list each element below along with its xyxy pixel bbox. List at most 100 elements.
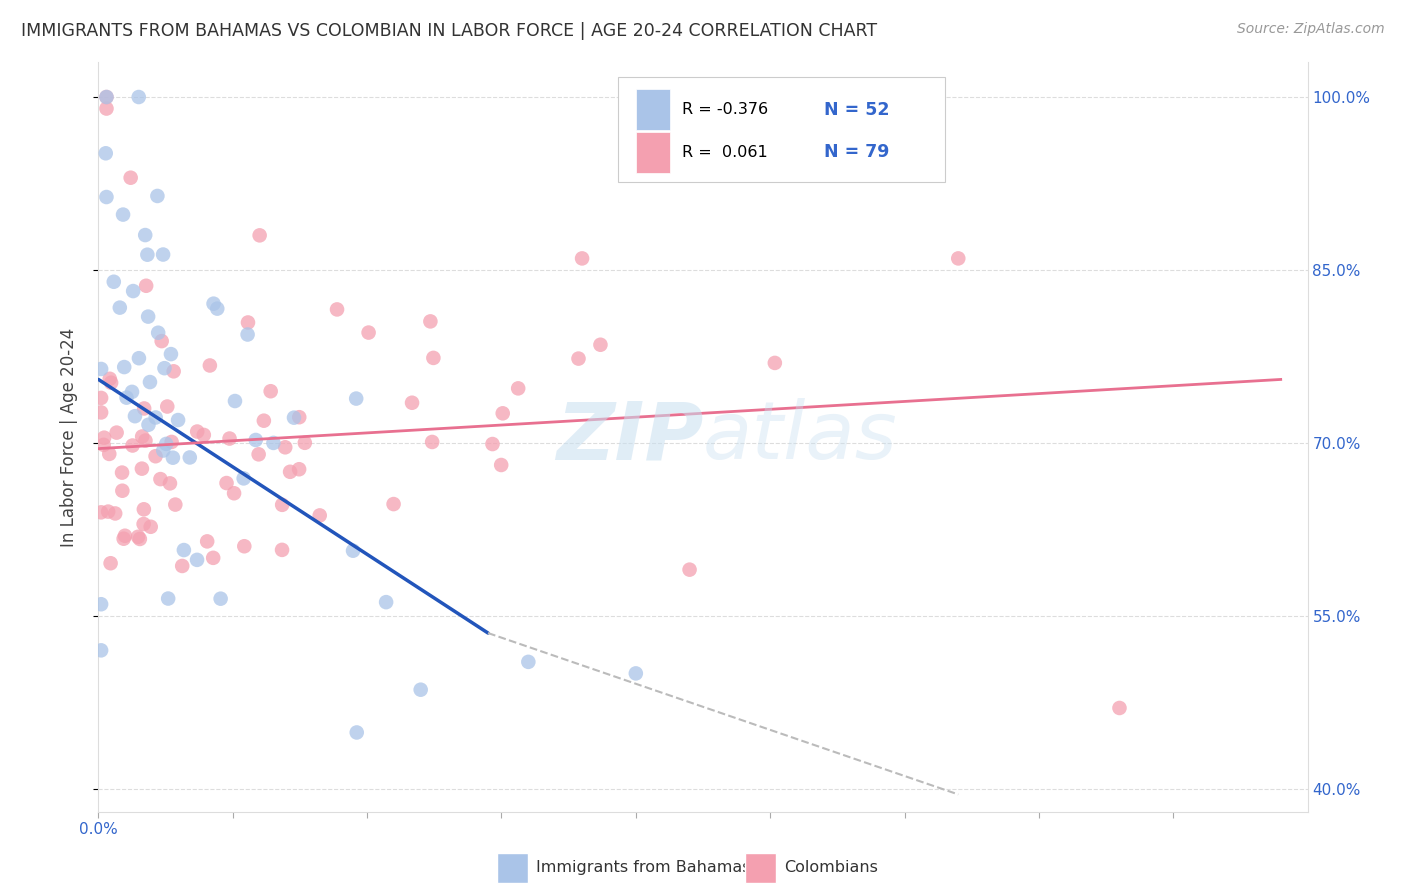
Text: N = 52: N = 52 xyxy=(824,101,890,119)
Text: IMMIGRANTS FROM BAHAMAS VS COLOMBIAN IN LABOR FORCE | AGE 20-24 CORRELATION CHAR: IMMIGRANTS FROM BAHAMAS VS COLOMBIAN IN … xyxy=(21,22,877,40)
Point xyxy=(105,425,128,440)
Point xyxy=(134,401,156,416)
Point xyxy=(202,296,225,310)
Point xyxy=(111,483,134,498)
Point xyxy=(124,409,146,424)
Point xyxy=(136,248,159,262)
Point xyxy=(108,301,131,315)
Point xyxy=(308,508,330,523)
Point xyxy=(128,351,150,366)
Point xyxy=(233,539,256,553)
Point xyxy=(207,301,229,316)
Point xyxy=(948,252,970,266)
Text: Source: ZipAtlas.com: Source: ZipAtlas.com xyxy=(1237,22,1385,37)
Point xyxy=(96,90,118,104)
Bar xyxy=(637,132,671,173)
Point xyxy=(173,543,195,558)
Point xyxy=(132,516,155,531)
Point xyxy=(149,472,172,486)
Bar xyxy=(637,89,671,130)
Point xyxy=(186,553,208,567)
Point xyxy=(186,425,208,439)
Point xyxy=(157,591,180,606)
Point xyxy=(422,351,444,365)
Point xyxy=(90,505,112,519)
Point xyxy=(112,532,135,546)
Point xyxy=(326,302,349,317)
Point xyxy=(93,438,115,452)
Point xyxy=(294,435,316,450)
Point xyxy=(245,433,267,447)
Point xyxy=(100,376,122,390)
Text: atlas: atlas xyxy=(703,398,898,476)
Point xyxy=(96,90,118,104)
Point xyxy=(152,247,174,261)
Point xyxy=(163,364,186,378)
Point xyxy=(153,361,176,376)
Point xyxy=(136,310,159,324)
Point xyxy=(271,498,294,512)
Point xyxy=(98,447,121,461)
Point xyxy=(489,458,512,472)
Point xyxy=(262,436,284,450)
Text: Immigrants from Bahamas: Immigrants from Bahamas xyxy=(536,861,751,875)
Point xyxy=(209,591,232,606)
Point xyxy=(249,228,271,243)
Point xyxy=(90,643,112,657)
Point xyxy=(409,682,432,697)
Point xyxy=(236,327,259,342)
Point xyxy=(222,486,245,500)
Point xyxy=(121,384,143,399)
Point xyxy=(492,406,515,420)
Point xyxy=(103,275,125,289)
Point xyxy=(517,655,540,669)
Point xyxy=(96,190,118,204)
Point xyxy=(145,410,167,425)
Point xyxy=(763,356,786,370)
Bar xyxy=(745,853,776,883)
Point xyxy=(571,252,593,266)
Point xyxy=(346,725,368,739)
Point xyxy=(93,431,115,445)
Point xyxy=(139,520,162,534)
Point xyxy=(375,595,398,609)
Point xyxy=(131,461,153,475)
Point xyxy=(150,334,173,348)
Point xyxy=(344,392,367,406)
Point xyxy=(100,556,122,570)
Point xyxy=(127,530,149,544)
Point xyxy=(420,434,443,449)
Point xyxy=(132,502,155,516)
Point xyxy=(278,465,301,479)
Point xyxy=(96,102,118,116)
Point xyxy=(224,394,246,409)
Point xyxy=(589,337,612,351)
Point xyxy=(624,666,647,681)
Point xyxy=(146,326,169,340)
Point xyxy=(382,497,405,511)
Point xyxy=(146,189,169,203)
Point xyxy=(481,437,503,451)
Point xyxy=(120,170,142,185)
Point xyxy=(162,450,184,465)
Point xyxy=(274,440,297,454)
Point xyxy=(115,391,138,405)
Point xyxy=(288,410,311,425)
Point xyxy=(232,471,254,485)
Point xyxy=(247,447,270,461)
Point xyxy=(97,505,120,519)
Bar xyxy=(498,853,527,883)
Point xyxy=(202,550,225,565)
Point xyxy=(104,507,127,521)
Point xyxy=(112,208,135,222)
Point xyxy=(165,498,187,512)
Point xyxy=(134,228,156,243)
Point xyxy=(131,429,153,443)
Point xyxy=(135,278,157,293)
Text: N = 79: N = 79 xyxy=(824,144,889,161)
Y-axis label: In Labor Force | Age 20-24: In Labor Force | Age 20-24 xyxy=(59,327,77,547)
Point xyxy=(198,359,221,373)
Text: R = -0.376: R = -0.376 xyxy=(682,103,769,117)
Point xyxy=(121,438,143,452)
Point xyxy=(155,437,177,451)
